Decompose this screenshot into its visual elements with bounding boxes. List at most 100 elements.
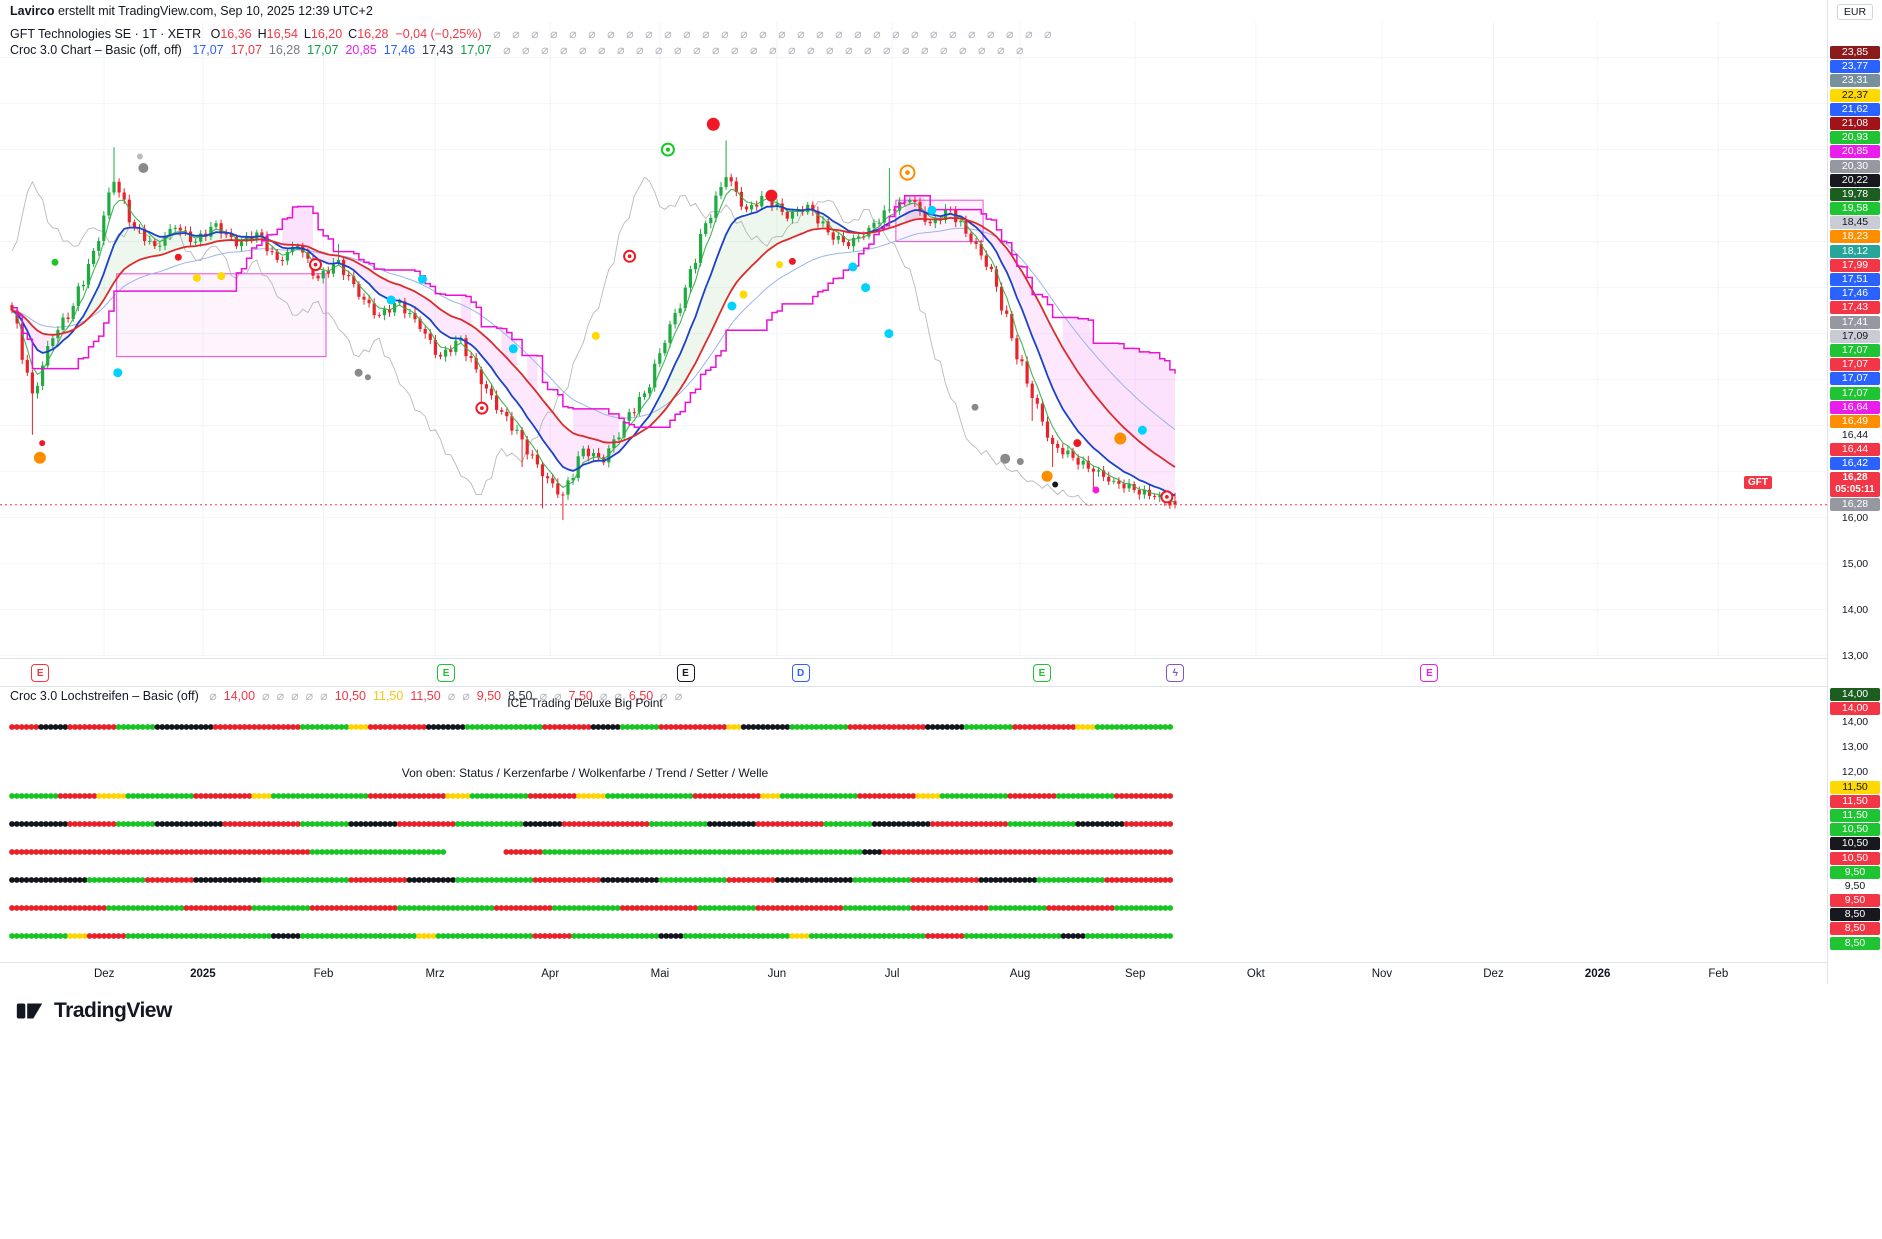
price-label: 18,45 [1830, 216, 1880, 230]
indicator-values: 17,07 17,07 16,28 17,07 20,85 17,46 17,43 17,07 [185, 43, 491, 57]
time-label: Feb [1708, 968, 1729, 980]
interval-label[interactable]: 1T [142, 27, 157, 41]
price-label: 9,50 [1830, 865, 1880, 879]
axis-tick: 16,00 [1841, 512, 1869, 524]
price-label: 19,78 [1830, 187, 1880, 201]
indicator-value: 17,46 [383, 43, 416, 57]
ohlc-values: O16,36 H16,54 L16,20 C16,28 [210, 27, 389, 41]
event-badge-flash[interactable]: ϟ [1166, 664, 1185, 682]
lochstreifen-value: ⌀ [614, 689, 622, 703]
tape-row-kerzenfarbe [9, 821, 1174, 827]
indicator-value: 17,43 [422, 43, 454, 57]
price-label: 8,50 [1830, 922, 1880, 936]
symbol-legend[interactable]: GFT Technologies SE · 1T · XETR O16,36 H1… [10, 26, 1056, 58]
lochstreifen-value: ⌀ [262, 689, 270, 703]
time-axis[interactable]: Dez 2025 Feb Mrz Apr Mai Jun Jul Aug Sep Okt Nov Dez… [0, 962, 1828, 985]
indicator-value: 17,07 [230, 43, 262, 57]
time-label: Dez [93, 968, 115, 980]
lochstreifen-value: ⌀ [209, 689, 217, 703]
main-price-pane[interactable] [0, 0, 1828, 660]
price-label: 16,49 [1830, 414, 1880, 428]
price-label: 11,50 [1830, 794, 1880, 808]
attribution-text: erstellt mit TradingView.com, Sep 10, 20… [54, 4, 373, 18]
lochstreifen-value: 6,50 [628, 689, 654, 703]
lochstreifen-pane[interactable]: Croc 3.0 Lochstreifen – Basic (off) ⌀ 14,… [0, 688, 1828, 960]
axis-tick: 13,00 [1841, 650, 1869, 662]
lochstreifen-value: ⌀ [539, 689, 547, 703]
price-label: 13,00 [1841, 741, 1869, 754]
tradingview-brand[interactable]: TradingView [54, 999, 172, 1022]
price-label: 20,30 [1830, 159, 1880, 173]
legend-line-2[interactable]: Croc 3.0 Chart – Basic (off, off) 17,07 1… [10, 42, 1056, 58]
big-point-title: ICE Trading Deluxe Big Point [507, 696, 663, 710]
price-label: 22,37 [1830, 88, 1880, 102]
magenta-croc-level-line [12, 195, 1176, 429]
pane-separator-1[interactable] [0, 658, 1828, 659]
event-badge-earnings[interactable]: E [31, 664, 50, 682]
tape-row-welle [9, 933, 1174, 939]
na-values-row1: ⌀ ⌀ ⌀ ⌀ ⌀ ⌀ ⌀ ⌀ ⌀ ⌀ ⌀ ⌀ ⌀ ⌀ ⌀ ⌀ ⌀ ⌀ ⌀ ⌀ … [493, 27, 1056, 41]
price-label: 21,62 [1830, 102, 1880, 116]
lochstreifen-value: 14,00 [223, 689, 256, 703]
price-label: 10,50 [1830, 837, 1880, 851]
tradingview-logo-icon[interactable] [14, 995, 46, 1027]
event-badge-earnings[interactable]: E [437, 664, 456, 682]
price-label: 17,07 [1830, 386, 1880, 400]
lochstreifen-values: ⌀ 14,00 ⌀ ⌀ ⌀ ⌀ ⌀ 10,50 11,50 11,50 ⌀ ⌀ 9,50 8,50 ⌀ ⌀ 7,… [202, 689, 682, 703]
time-label: Feb [313, 968, 334, 980]
footer: TradingView [14, 995, 172, 1027]
axis-tick: 14,00 [1841, 604, 1869, 616]
price-label: 14,00 [1830, 702, 1880, 716]
lochstreifen-value: ⌀ [305, 689, 314, 703]
pane-separator-2[interactable] [0, 686, 1828, 687]
time-label: Dez [1483, 968, 1504, 980]
price-label: 8,50 [1830, 936, 1880, 950]
lochstreifen-value: 7,50 [568, 689, 593, 703]
grid [0, 22, 1828, 657]
indicator-value: 17,07 [460, 43, 492, 57]
price-label: 23,85 [1830, 46, 1880, 59]
price-label: 17,07 [1830, 343, 1880, 357]
attribution: Lavirco erstellt mit TradingView.com, Se… [10, 4, 373, 18]
price-label: 8,50 [1830, 908, 1880, 922]
symbol-price-badge: GFT [1744, 476, 1772, 489]
price-label: 20,22 [1830, 173, 1880, 187]
time-label: Mai [650, 968, 670, 980]
price-label: 16,44 [1830, 443, 1880, 457]
lochstreifen-value: ⌀ [320, 689, 328, 703]
chart-area[interactable]: Lavirco erstellt mit TradingView.com, Se… [0, 0, 1828, 1239]
price-label: 10,50 [1830, 823, 1880, 837]
price-label: 17,41 [1830, 315, 1880, 329]
croc-boxes [116, 199, 984, 358]
price-label: 17,46 [1830, 287, 1880, 301]
lochstreifen-value: ⌀ [291, 689, 299, 703]
rows-caption: Von oben: Status / Kerzenfarbe / Wolkenf… [401, 766, 769, 780]
lochstreifen-legend[interactable]: Croc 3.0 Lochstreifen – Basic (off) ⌀ 14,… [10, 688, 682, 703]
price-label: 17,09 [1830, 329, 1880, 343]
time-label: Aug [1009, 968, 1031, 980]
symbol-name[interactable]: GFT Technologies SE [10, 27, 132, 41]
price-label: 17,07 [1830, 358, 1880, 372]
price-label: 10,50 [1830, 851, 1880, 865]
event-badge-earnings[interactable]: E [1420, 664, 1439, 682]
price-label: 19,58 [1830, 202, 1880, 216]
event-badge-dividend[interactable]: D [791, 664, 810, 682]
lochstreifen-value: 9,50 [476, 689, 502, 703]
price-label: 16,28 [1830, 497, 1880, 511]
lochstreifen-value: 11,50 [410, 689, 441, 703]
legend-line-1[interactable]: GFT Technologies SE · 1T · XETR O16,36 H1… [10, 27, 1056, 41]
tape-row-trend [9, 877, 1174, 883]
na-values-row2: ⌀ ⌀ ⌀ ⌀ ⌀ ⌀ ⌀ ⌀ ⌀ ⌀ ⌀ ⌀ ⌀ ⌀ ⌀ ⌀ ⌀ ⌀ ⌀ ⌀ … [503, 43, 1028, 57]
price-label: 21,08 [1830, 116, 1880, 130]
price-label: 14,00 [1830, 688, 1880, 701]
event-badge-earnings[interactable]: E [676, 664, 695, 682]
indicator-name[interactable]: Croc 3.0 Chart – Basic (off, off) [10, 43, 182, 57]
time-label: 2025 [190, 968, 216, 980]
lochstreifen-name[interactable]: Croc 3.0 Lochstreifen – Basic (off) [10, 689, 199, 703]
currency-label[interactable]: EUR [1837, 4, 1873, 20]
price-scale[interactable]: EUR 23,85 23,77 23,31 22,37 21,62 21,08 20,93 2… [1827, 0, 1882, 984]
price-label: 23,77 [1830, 60, 1880, 74]
price-label: 17,43 [1830, 301, 1880, 315]
event-badge-earnings[interactable]: E [1032, 664, 1051, 682]
